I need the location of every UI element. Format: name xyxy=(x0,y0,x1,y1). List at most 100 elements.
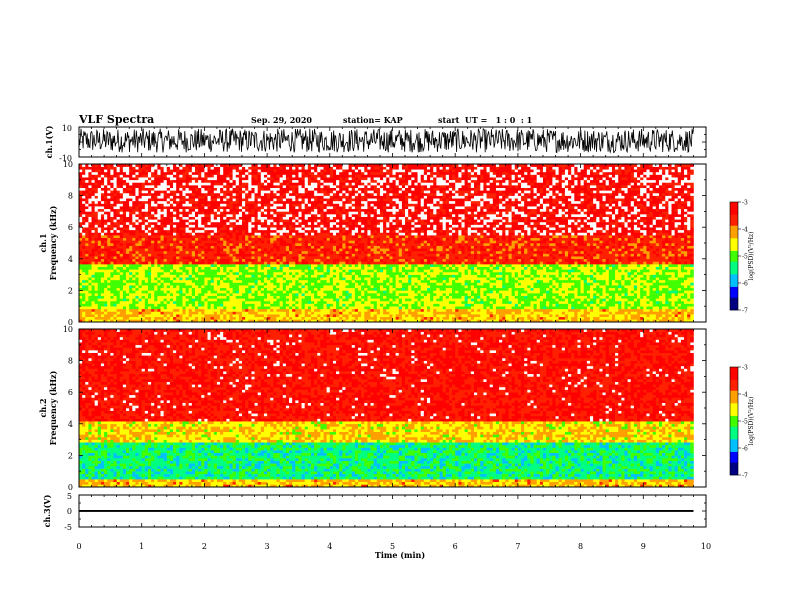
spectrogram-cell xyxy=(223,296,226,299)
spectrogram-cell xyxy=(120,188,123,191)
spectrogram-cell xyxy=(245,214,248,217)
spectrogram-cell xyxy=(132,182,135,185)
spectrogram-cell xyxy=(154,175,157,178)
spectrogram-cell xyxy=(85,283,88,286)
spectrogram-cell xyxy=(236,317,239,320)
spectrogram-cell xyxy=(324,254,327,257)
spectrogram-cell xyxy=(327,169,330,172)
spectrogram-cell xyxy=(305,222,308,225)
spectrogram-cell xyxy=(186,222,189,225)
spectrogram-cell xyxy=(305,240,308,243)
spectrogram-cell xyxy=(120,311,123,314)
spectrogram-cell xyxy=(217,280,220,283)
spectrogram-cell xyxy=(236,172,239,175)
spectrogram-cell xyxy=(110,314,113,317)
spectrogram-cell xyxy=(145,206,148,209)
spectrogram-cell xyxy=(298,206,301,209)
spectrogram-cell xyxy=(236,201,239,204)
spectrogram-cell xyxy=(170,204,173,207)
spectrogram-cell xyxy=(277,243,280,246)
spectrogram-cell xyxy=(295,172,298,175)
spectrogram-cell xyxy=(298,306,301,309)
spectrogram-cell xyxy=(192,264,195,267)
spectrogram-cell xyxy=(161,180,164,183)
spectrogram-cell xyxy=(270,264,273,267)
spectrogram-cell xyxy=(302,167,305,170)
spectrogram-cell xyxy=(88,211,91,214)
spectrogram-cell xyxy=(85,293,88,296)
spectrogram-cell xyxy=(192,175,195,178)
spectrogram-cell xyxy=(261,288,264,291)
spectrogram-cell xyxy=(113,314,116,317)
spectrogram-cell xyxy=(92,267,95,270)
spectrogram-cell xyxy=(223,264,226,267)
spectrogram-cell xyxy=(179,198,182,201)
spectrogram-cell xyxy=(126,269,129,272)
spectrogram-cell xyxy=(267,214,270,217)
spectrogram-cell xyxy=(236,238,239,241)
spectrogram-cell xyxy=(305,196,308,199)
spectrogram-cell xyxy=(92,198,95,201)
spectrogram-cell xyxy=(129,227,132,230)
spectrogram-cell xyxy=(320,288,323,291)
spectrogram-cell xyxy=(277,222,280,225)
spectrogram-cell xyxy=(88,209,91,212)
spectrogram-cell xyxy=(126,240,129,243)
spectrogram-cell xyxy=(198,306,201,309)
spectrogram-cell xyxy=(173,167,176,170)
spectrogram-cell xyxy=(261,314,264,317)
spectrogram-cell xyxy=(161,283,164,286)
spectrogram-cell xyxy=(161,198,164,201)
spectrogram-cell xyxy=(198,240,201,243)
spectrogram-cell xyxy=(270,275,273,278)
spectrogram-cell xyxy=(330,283,333,286)
spectrogram-cell xyxy=(85,225,88,228)
spectrogram-cell xyxy=(277,290,280,293)
spectrogram-cell xyxy=(92,275,95,278)
spectrogram-cell xyxy=(277,261,280,264)
spectrogram-cell xyxy=(258,243,261,246)
spectrogram-cell xyxy=(324,214,327,217)
spectrogram-cell xyxy=(204,196,207,199)
spectrogram-cell xyxy=(214,251,217,254)
spectrogram-cell xyxy=(270,293,273,296)
spectrogram-cell xyxy=(327,196,330,199)
spectrogram-cell xyxy=(220,254,223,257)
spectrogram-cell xyxy=(104,185,107,188)
spectrogram-cell xyxy=(305,238,308,241)
spectrogram-cell xyxy=(330,311,333,314)
spectrogram-cell xyxy=(95,209,98,212)
spectrogram-cell xyxy=(280,243,283,246)
spectrogram-cell xyxy=(295,246,298,249)
spectrogram-cell xyxy=(270,235,273,238)
spectrogram-cell xyxy=(154,193,157,196)
spectrogram-cell xyxy=(104,275,107,278)
spectrogram-cell xyxy=(204,201,207,204)
spectrogram-cell xyxy=(182,204,185,207)
spectrogram-cell xyxy=(139,185,142,188)
spectrogram-cell xyxy=(126,283,129,286)
spectrogram-cell xyxy=(107,169,110,172)
spectrogram-cell xyxy=(229,240,232,243)
spectrogram-cell xyxy=(264,222,267,225)
spectrogram-cell xyxy=(204,193,207,196)
spectrogram-cell xyxy=(305,180,308,183)
spectrogram-cell xyxy=(220,211,223,214)
spectrogram-cell xyxy=(120,293,123,296)
spectrogram-cell xyxy=(204,261,207,264)
spectrogram-cell xyxy=(101,204,104,207)
spectrogram-cell xyxy=(120,240,123,243)
spectrogram-cell xyxy=(82,227,85,230)
spectrogram-cell xyxy=(129,217,132,220)
spectrogram-cell xyxy=(142,264,145,267)
spectrogram-cell xyxy=(242,280,245,283)
spectrogram-cell xyxy=(277,311,280,314)
spectrogram-cell xyxy=(104,196,107,199)
spectrogram-cell xyxy=(308,275,311,278)
spectrogram-cell xyxy=(239,248,242,251)
spectrogram-cell xyxy=(120,190,123,193)
spectrogram-cell xyxy=(324,230,327,233)
spectrogram-cell xyxy=(214,175,217,178)
spectrogram-cell xyxy=(82,290,85,293)
spectrogram-cell xyxy=(157,240,160,243)
